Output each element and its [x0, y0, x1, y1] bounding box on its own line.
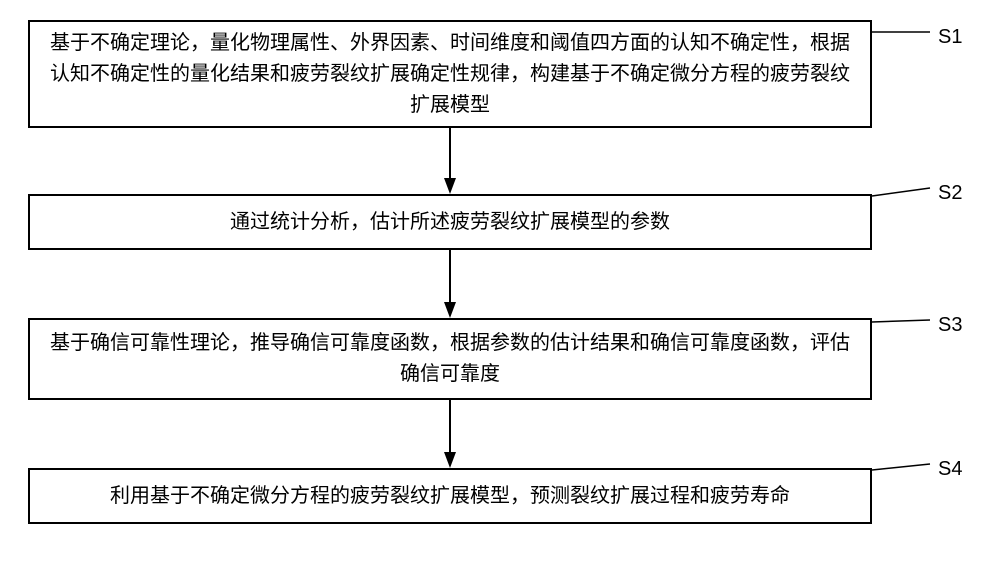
- flow-node-text: 利用基于不确定微分方程的疲劳裂纹扩展模型，预测裂纹扩展过程和疲劳寿命: [110, 481, 790, 512]
- flow-label-s2: S2: [938, 182, 962, 205]
- flow-label-s3: S3: [938, 314, 962, 337]
- flow-label-s1: S1: [938, 26, 962, 49]
- leader-s4: [872, 464, 930, 470]
- flow-node-text: 基于确信可靠性理论，推导确信可靠度函数，根据参数的估计结果和确信可靠度函数，评估…: [48, 328, 852, 390]
- flow-node-s2: 通过统计分析，估计所述疲劳裂纹扩展模型的参数: [28, 194, 872, 250]
- flowchart-canvas: 基于不确定理论，量化物理属性、外界因素、时间维度和阈值四方面的认知不确定性，根据…: [0, 0, 1000, 573]
- flow-node-text: 基于不确定理论，量化物理属性、外界因素、时间维度和阈值四方面的认知不确定性，根据…: [48, 28, 852, 121]
- flow-label-s4: S4: [938, 458, 962, 481]
- flow-node-s1: 基于不确定理论，量化物理属性、外界因素、时间维度和阈值四方面的认知不确定性，根据…: [28, 20, 872, 128]
- leader-s2: [872, 188, 930, 196]
- leader-s3: [872, 320, 930, 322]
- flow-node-text: 通过统计分析，估计所述疲劳裂纹扩展模型的参数: [230, 207, 670, 238]
- flow-node-s3: 基于确信可靠性理论，推导确信可靠度函数，根据参数的估计结果和确信可靠度函数，评估…: [28, 318, 872, 400]
- flow-node-s4: 利用基于不确定微分方程的疲劳裂纹扩展模型，预测裂纹扩展过程和疲劳寿命: [28, 468, 872, 524]
